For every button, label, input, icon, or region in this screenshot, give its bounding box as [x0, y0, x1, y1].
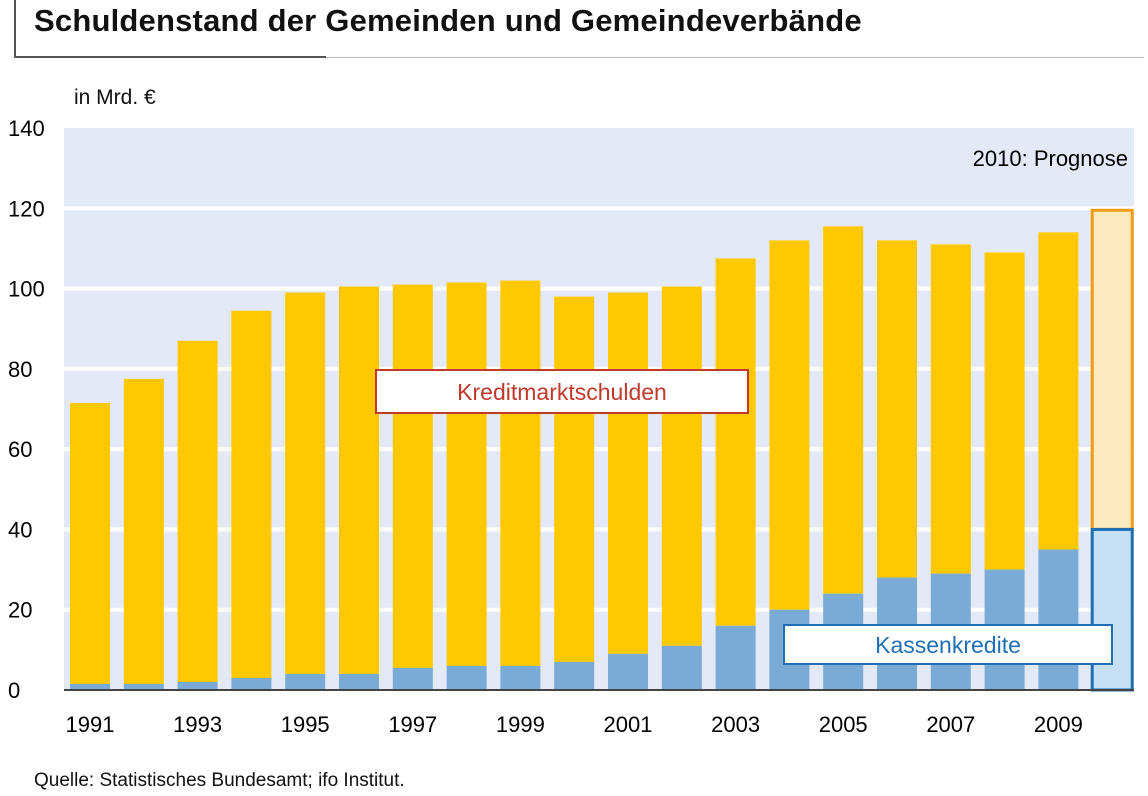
x-tick-label: 1993	[173, 712, 222, 737]
y-tick-label: 40	[8, 517, 32, 542]
bar-kassenkredite-1991	[70, 683, 110, 690]
title-frame-left-rule	[14, 0, 16, 56]
x-tick-label: 2003	[711, 712, 760, 737]
bar-kassenkredite-2001	[608, 653, 648, 690]
title-frame-thin-rule	[326, 57, 1144, 58]
bar-kreditmarktschulden-2003	[715, 258, 756, 626]
y-tick-label: 80	[8, 357, 32, 382]
bar-kassenkredite-1998	[446, 665, 487, 690]
y-tick-label: 100	[8, 277, 45, 302]
bar-kreditmarktschulden-1997	[392, 284, 433, 668]
bar-kreditmarktschulden-2004	[769, 240, 810, 610]
bar-kassenkredite-1994	[231, 677, 272, 690]
x-tick-label: 2007	[926, 712, 975, 737]
bar-kassenkredite-1993	[177, 681, 218, 690]
bars	[70, 208, 1134, 692]
bar-kassenkredite-1995	[285, 673, 326, 690]
axes: 0 20 40 60 80 100 120 140 1991 1993 1995 1997 1999 20…	[8, 116, 1134, 737]
bar-kreditmarktschulden-2001	[608, 292, 648, 654]
bar-kreditmarktschulden-2007	[930, 244, 971, 574]
bar-kreditmarktschulden-1992	[123, 378, 164, 684]
bar-kreditmarktschulden-1995	[285, 292, 326, 674]
bar-kassenkredite-2009	[1038, 549, 1079, 690]
bar-kassenkredite-1999	[500, 665, 541, 690]
bar-kassenkredite-2003	[715, 625, 756, 690]
y-tick-label: 140	[8, 116, 45, 141]
kassen-label-box	[783, 624, 1113, 665]
y-tick-label: 0	[8, 678, 20, 703]
bar-kreditmarktschulden-2005	[823, 226, 864, 594]
bar-kreditmarktschulden-1998	[446, 282, 487, 666]
bar-kreditmarktschulden-2000	[554, 296, 595, 662]
kreditmarkt-label: Kreditmarktschulden	[457, 379, 667, 405]
chart-canvas: 0 20 40 60 80 100 120 140 1991 1993 1995 1997 1999 20…	[8, 116, 1134, 737]
y-tick-label: 60	[8, 437, 32, 462]
bar-kreditmarktschulden-1999	[500, 280, 541, 666]
source-note: Quelle: Statistisches Bundesamt; ifo Ins…	[34, 770, 405, 791]
bar-kreditmarktschulden-2002	[661, 286, 702, 646]
x-tick-label: 2001	[604, 712, 653, 737]
bar-kreditmarktschulden-2008	[984, 252, 1025, 570]
bar-kreditmarktschulden-2009	[1038, 232, 1079, 550]
bar-kreditmarktschulden-1996	[339, 286, 379, 674]
x-tick-label: 1999	[496, 712, 545, 737]
title-frame-bottom-rule	[14, 56, 326, 58]
kreditmarkt-label-box	[375, 369, 749, 414]
x-tick-label: 1991	[66, 712, 115, 737]
bar-kreditmarktschulden-1994	[231, 310, 272, 678]
bar-kreditmarktschulden-2006	[877, 240, 917, 578]
x-tick-label: 1997	[388, 712, 437, 737]
x-tick-label: 2005	[819, 712, 868, 737]
bar-kreditmarktschulden-1993	[177, 340, 218, 682]
y-tick-label: 20	[8, 598, 32, 623]
y-axis-unit-label: in Mrd. €	[74, 86, 156, 109]
bar-kassenkredite-1992	[123, 683, 164, 690]
bar-kassenkredite-2002	[661, 645, 702, 690]
bar-kreditmarktschulden-2010	[1090, 208, 1134, 531]
bar-kassenkredite-1997	[392, 667, 433, 690]
bar-kreditmarktschulden-1991	[70, 402, 110, 684]
y-tick-label: 120	[8, 196, 45, 221]
bar-kassenkredite-2010	[1090, 527, 1134, 692]
x-tick-label: 2009	[1034, 712, 1083, 737]
kassen-label: Kassenkredite	[875, 632, 1021, 658]
x-tick-label: 1995	[281, 712, 330, 737]
prognosis-note: 2010: Prognose	[973, 146, 1128, 171]
title-frame	[14, 0, 1144, 58]
bar-kassenkredite-1996	[339, 673, 379, 690]
bar-kassenkredite-2000	[554, 661, 595, 690]
chart-title: Schuldenstand der Gemeinden und Gemeinde…	[34, 3, 862, 38]
series-labels: Kreditmarktschulden Kassenkredite	[375, 369, 1113, 665]
